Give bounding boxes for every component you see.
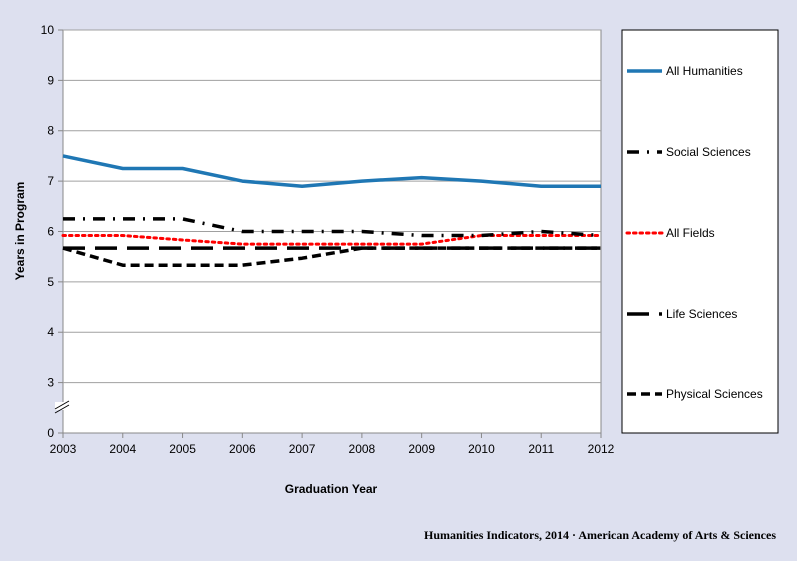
x-tick-label: 2009 [408,442,435,456]
y-tick-label: 3 [47,376,54,390]
y-tick-label: 6 [47,224,54,238]
series-line-social-sciences [63,217,602,238]
axis-break-mark [54,400,71,414]
x-tick-label: 2004 [109,442,136,456]
y-axis-title: Years in Program [13,182,27,281]
x-axis-title: Graduation Year [285,482,378,496]
y-tick-label: 7 [47,174,54,188]
legend: All Humanities Social Sciences All Fields L… [625,64,763,401]
y-tick-label: 9 [47,73,54,87]
series-line-all-fields [61,234,603,246]
x-tick-label: 2007 [289,442,316,456]
x-tick-label: 2008 [349,442,376,456]
legend-label: Social Sciences [666,145,751,159]
x-tick-label: 2012 [588,442,615,456]
legend-label: Life Sciences [666,307,737,321]
y-tick-label: 5 [47,275,54,289]
y-tick-label: 4 [47,325,54,339]
series-line-all-humanities [62,154,601,188]
y-tick-labels: 0 3 4 5 6 7 8 9 10 [41,23,55,440]
x-tick-label: 2011 [528,442,554,456]
gridlines [63,29,601,384]
y-tick-label: 10 [41,23,55,37]
source-credit: Humanities Indicators, 2014 · American A… [424,528,776,542]
legend-label: All Humanities [666,64,743,78]
x-tick-label: 2003 [50,442,77,456]
legend-label: All Fields [666,226,715,240]
x-tick-labels: 2003 2004 2005 2006 2007 2008 2009 2010 2011 2012 [50,442,615,456]
axes [54,29,602,438]
series-layer [61,154,603,267]
y-tick-label: 8 [47,124,54,138]
y-tick-label: 0 [47,426,54,440]
legend-label: Physical Sciences [666,387,763,401]
series-line-physical-sciences [62,246,601,267]
x-tick-label: 2005 [169,442,196,456]
x-tick-label: 2006 [229,442,256,456]
x-tick-label: 2010 [468,442,495,456]
